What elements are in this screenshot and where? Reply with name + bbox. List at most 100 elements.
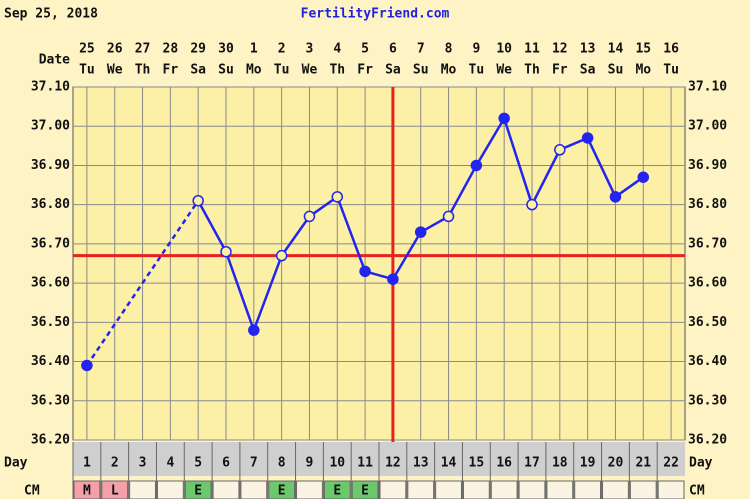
x-tick-label: 5 [194, 456, 202, 471]
y-tick-label: 36.90 [31, 158, 70, 173]
cm-cell [184, 480, 212, 499]
x-tick-label: 13 [413, 456, 429, 471]
date-label: 28 [163, 42, 179, 57]
date-label: 13 [580, 42, 596, 57]
weekday-label: Sa [385, 63, 401, 78]
temperature-point [248, 324, 260, 336]
cm-cell [574, 480, 602, 499]
cm-cell [73, 480, 101, 499]
x-tick-label: 20 [608, 456, 624, 471]
x-tick-label: 22 [663, 456, 679, 471]
date-label: 3 [306, 42, 314, 57]
weekday-label: Th [329, 63, 345, 78]
weekday-label: Tu [469, 63, 485, 78]
y-tick-label-right: 36.80 [688, 197, 727, 212]
weekday-label: Mo [246, 63, 262, 78]
y-tick-label-right: 36.20 [688, 433, 727, 448]
temperature-point [554, 144, 566, 156]
cm-cell [240, 480, 268, 499]
temperature-point [470, 159, 483, 172]
y-tick-label-right: 36.50 [688, 315, 727, 330]
weekday-label: Sa [580, 63, 596, 78]
date-label: 14 [608, 42, 624, 57]
cm-value: E [194, 484, 202, 499]
cm-cell [629, 480, 657, 499]
cm-cell [602, 480, 629, 499]
date-label: 6 [389, 42, 397, 57]
weekday-label: Fr [552, 63, 568, 78]
weekday-label: Mo [441, 63, 457, 78]
cm-label-right: CM [689, 484, 705, 499]
y-tick-label: 37.10 [31, 80, 70, 95]
temperature-point [359, 265, 371, 278]
cm-cell [518, 480, 546, 499]
cm-cell [462, 480, 490, 499]
cm-cell [657, 480, 685, 499]
y-tick-label: 37.00 [31, 119, 70, 134]
temperature-point [609, 191, 622, 203]
temperature-point [387, 273, 399, 285]
date-label: 9 [472, 42, 480, 57]
cm-value: L [111, 484, 119, 499]
chart-date: Sep 25, 2018 [4, 7, 98, 22]
y-tick-label: 36.40 [31, 354, 70, 369]
weekday-label: Su [413, 63, 429, 78]
y-tick-label: 36.20 [31, 433, 70, 448]
weekday-label: Su [608, 63, 624, 78]
weekday-label: Fr [163, 63, 179, 78]
cm-cell [212, 480, 240, 499]
weekday-label: Th [135, 63, 151, 78]
date-label: 11 [524, 42, 540, 57]
date-label: 10 [496, 42, 512, 57]
temperature-point [581, 132, 594, 144]
x-tick-label: 2 [111, 456, 119, 471]
weekday-label: Th [524, 63, 540, 78]
date-label: 8 [445, 42, 453, 57]
date-label: 30 [218, 42, 234, 57]
x-tick-label: 14 [441, 456, 457, 471]
cm-cell [129, 480, 156, 499]
y-tick-label-right: 36.30 [688, 393, 727, 408]
temperature-point [442, 210, 455, 223]
date-label: Date [39, 53, 70, 68]
x-tick-label: 18 [552, 456, 568, 471]
date-label: 1 [250, 42, 258, 57]
cm-cell [268, 480, 296, 499]
cm-cell [435, 480, 462, 499]
cm-value: E [278, 484, 286, 499]
cm-value: E [333, 484, 341, 499]
cm-cell [490, 480, 518, 499]
date-label: 5 [361, 42, 369, 57]
cm-cell [379, 480, 407, 499]
weekday-label: Sa [190, 63, 206, 78]
cm-cell [323, 480, 351, 499]
temperature-point [220, 245, 232, 258]
y-tick-label: 36.80 [31, 197, 70, 212]
y-tick-label: 36.60 [31, 276, 70, 291]
weekday-label: We [496, 63, 512, 78]
temperature-point [303, 210, 316, 223]
date-label: 2 [278, 42, 286, 57]
date-label: 7 [417, 42, 425, 57]
x-tick-label: 12 [385, 456, 401, 471]
x-tick-label: 7 [250, 456, 258, 471]
y-tick-label: 36.70 [31, 236, 70, 251]
y-tick-label-right: 37.10 [688, 80, 727, 95]
x-label: Day [4, 456, 28, 471]
date-label: 29 [190, 42, 206, 57]
y-tick-label-right: 36.90 [688, 158, 727, 173]
x-tick-label: 11 [357, 456, 373, 471]
cm-cell [351, 480, 379, 499]
date-label: 4 [333, 42, 341, 57]
x-tick-label: 21 [635, 456, 651, 471]
temperature-point [526, 198, 538, 211]
x-tick-label: 8 [278, 456, 286, 471]
weekday-label: Tu [79, 63, 95, 78]
y-tick-label: 36.50 [31, 315, 70, 330]
cm-label: CM [24, 484, 40, 499]
y-tick-label-right: 37.00 [688, 119, 727, 134]
temperature-point [192, 194, 204, 207]
date-label: 15 [635, 42, 651, 57]
temperature-point [637, 171, 650, 183]
x-tick-label: 17 [524, 456, 540, 471]
